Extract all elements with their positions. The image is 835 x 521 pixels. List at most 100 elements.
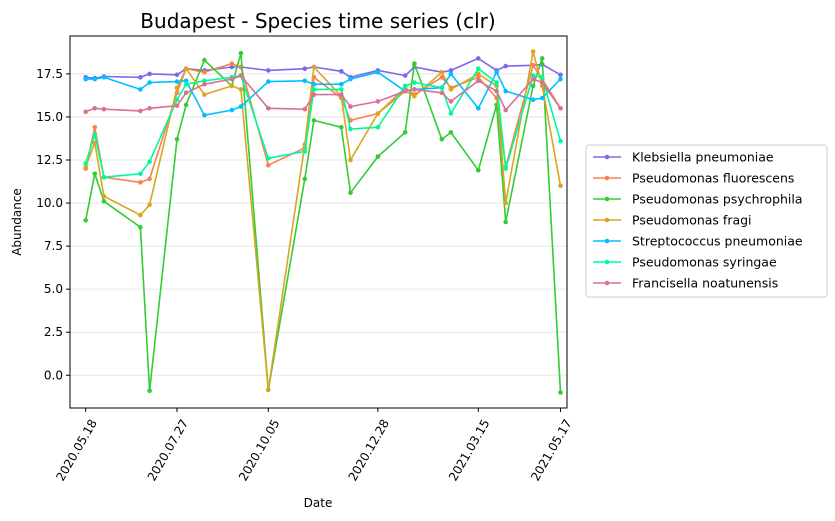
data-point [202,92,207,97]
data-point [238,50,244,56]
legend-marker [604,196,610,202]
y-tick-label: 10.0 [36,196,63,210]
legend-label: Pseudomonas fragi [632,213,752,228]
data-point [348,76,353,82]
data-point [402,73,408,78]
data-point [238,87,244,92]
data-point [229,64,235,70]
data-point [138,180,143,185]
data-point [348,157,353,163]
data-point [412,61,417,66]
legend-label: Pseudomonas psychrophila [632,192,803,207]
data-point [311,81,317,87]
legend-marker [604,259,610,265]
data-point [402,130,408,135]
data-point [147,388,152,394]
data-point [348,190,353,195]
data-point [202,112,207,118]
data-point [503,166,509,171]
data-point [503,63,509,69]
data-point [439,75,445,80]
data-point [558,183,563,189]
data-point [439,69,445,75]
x-tick-label: 2021.05.17 [528,417,574,484]
x-axis-label: Date [304,496,333,510]
data-point [229,76,235,82]
data-point [476,71,481,77]
legend-label: Pseudomonas fluorescens [632,171,794,186]
data-point [448,111,454,116]
data-point [92,131,98,137]
data-point [83,164,88,170]
legend-entry: Pseudomonas psychrophila [593,192,803,207]
legend-marker [604,217,610,223]
data-point [476,168,481,173]
series-line [84,52,562,393]
legend-marker [604,280,610,286]
data-point [558,106,563,111]
data-point [503,219,509,225]
data-point [412,87,417,92]
data-point [339,87,344,92]
data-point [348,104,353,109]
data-point [183,102,189,108]
data-point [339,69,344,74]
data-point [558,138,563,144]
series-line [85,71,562,116]
data-point [83,218,88,223]
legend-label: Pseudomonas syringae [632,255,777,270]
y-tick-label: 0.0 [44,368,63,382]
data-point [83,109,88,115]
series-line [85,74,562,113]
data-point [530,49,536,54]
data-point [101,106,107,112]
data-point [311,87,317,92]
data-point [539,95,545,101]
legend-entry: Pseudomonas fluorescens [593,171,794,186]
data-point [174,137,180,142]
data-point [83,161,88,166]
data-point [530,73,536,78]
data-point [302,176,308,182]
data-point [92,76,98,82]
data-point [494,69,499,75]
legend-marker [604,238,610,244]
data-point [138,212,143,218]
data-point [302,149,308,154]
data-point [530,83,536,89]
legend-label: Streptococcus pneumoniae [632,234,803,249]
data-point [101,193,107,199]
y-tick-label: 2.5 [44,325,63,339]
data-point [448,130,454,135]
legend-label: Francisella noatunensis [632,276,778,291]
data-point [476,56,481,61]
data-point [266,156,271,161]
legend-entry: Klebsiella pneumoniae [593,150,774,165]
data-point [530,97,536,102]
legend-frame [585,144,828,298]
data-point [83,76,88,82]
data-point [202,81,207,87]
data-point [476,66,481,71]
data-point [311,92,317,97]
data-point [476,106,481,111]
series-2 [83,50,563,395]
data-point [229,61,235,66]
data-point [439,90,445,96]
data-point [375,99,381,104]
data-point [266,162,271,168]
data-point [183,78,189,84]
data-point [202,78,207,84]
data-point [92,125,98,130]
data-point [101,199,107,204]
data-point [494,88,499,94]
legend-marker [604,154,610,160]
y-tick-label: 12.5 [36,153,63,167]
data-point [238,73,244,78]
y-tick-label: 5.0 [44,282,63,296]
data-point [174,72,180,78]
data-point [539,56,545,61]
series-layer [83,49,563,395]
x-tick-label: 2020.12.28 [346,417,392,484]
